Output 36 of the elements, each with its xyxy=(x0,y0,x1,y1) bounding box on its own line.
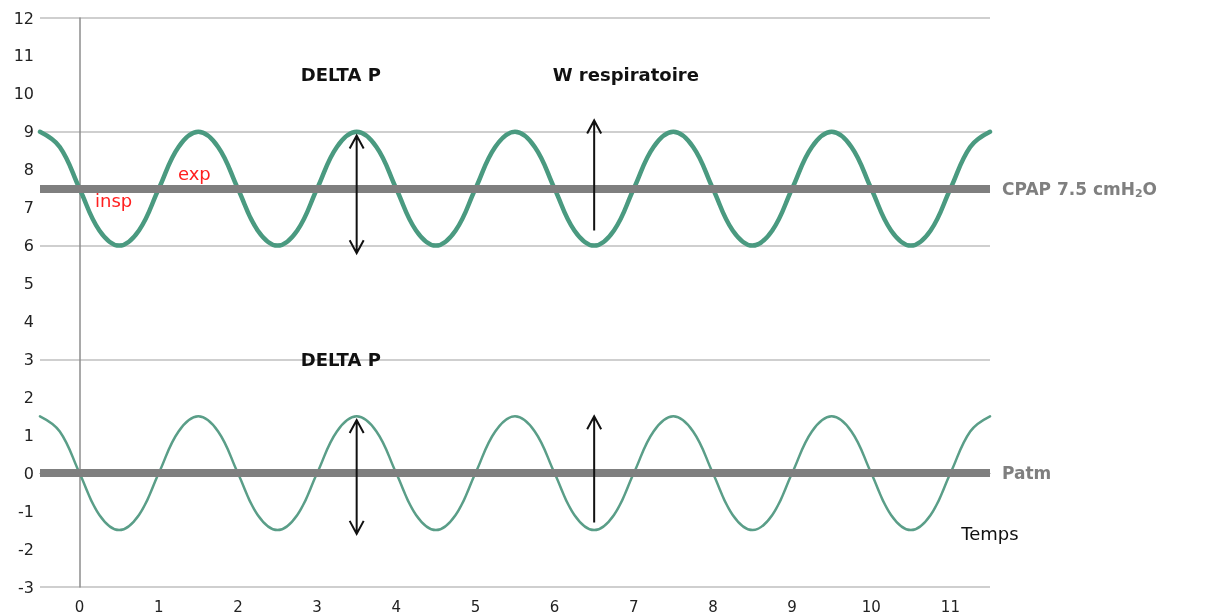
x-tick-label: 4 xyxy=(391,597,402,614)
y-tick-label: -1 xyxy=(18,501,34,521)
y-tick-label: 2 xyxy=(23,387,34,407)
annotation: Temps xyxy=(960,523,1019,545)
y-tick-label: -3 xyxy=(18,577,34,597)
x-tick-label: 6 xyxy=(549,597,560,614)
y-tick-label: 7 xyxy=(23,198,34,218)
x-tick-label: 8 xyxy=(708,597,718,614)
y-tick-label: 9 xyxy=(23,122,34,142)
y-tick-label: 8 xyxy=(23,160,34,180)
annotation: DELTA P xyxy=(300,64,381,86)
y-tick-label: 6 xyxy=(23,236,34,256)
x-tick-label: 10 xyxy=(861,597,881,614)
y-tick-label: 10 xyxy=(13,84,34,104)
annotation: W respiratoire xyxy=(552,64,699,86)
x-tick-label: 2 xyxy=(233,597,243,614)
annotation: DELTA P xyxy=(300,348,381,370)
x-tick-label: 5 xyxy=(470,597,481,614)
y-tick-label: 1 xyxy=(23,425,34,445)
y-tick-label: -2 xyxy=(18,539,34,559)
y-tick-label: 4 xyxy=(23,311,34,331)
y-tick-label: 5 xyxy=(23,274,34,294)
x-tick-label: 11 xyxy=(940,597,960,614)
annotation: exp xyxy=(177,163,211,185)
y-tick-label: 0 xyxy=(23,463,34,483)
ref-line-label: Patm xyxy=(1002,463,1052,484)
x-tick-label: 1 xyxy=(153,597,164,614)
line-series xyxy=(37,129,993,248)
x-tick-label: 0 xyxy=(74,597,85,614)
annotation: insp xyxy=(95,189,133,211)
x-tick-label: 7 xyxy=(628,597,639,614)
y-tick-label: 11 xyxy=(13,46,34,66)
y-tick-label: 3 xyxy=(23,349,34,369)
y-tick-label: 12 xyxy=(13,8,34,28)
x-tick-label: 3 xyxy=(312,597,322,614)
x-tick-label: 9 xyxy=(787,597,797,614)
